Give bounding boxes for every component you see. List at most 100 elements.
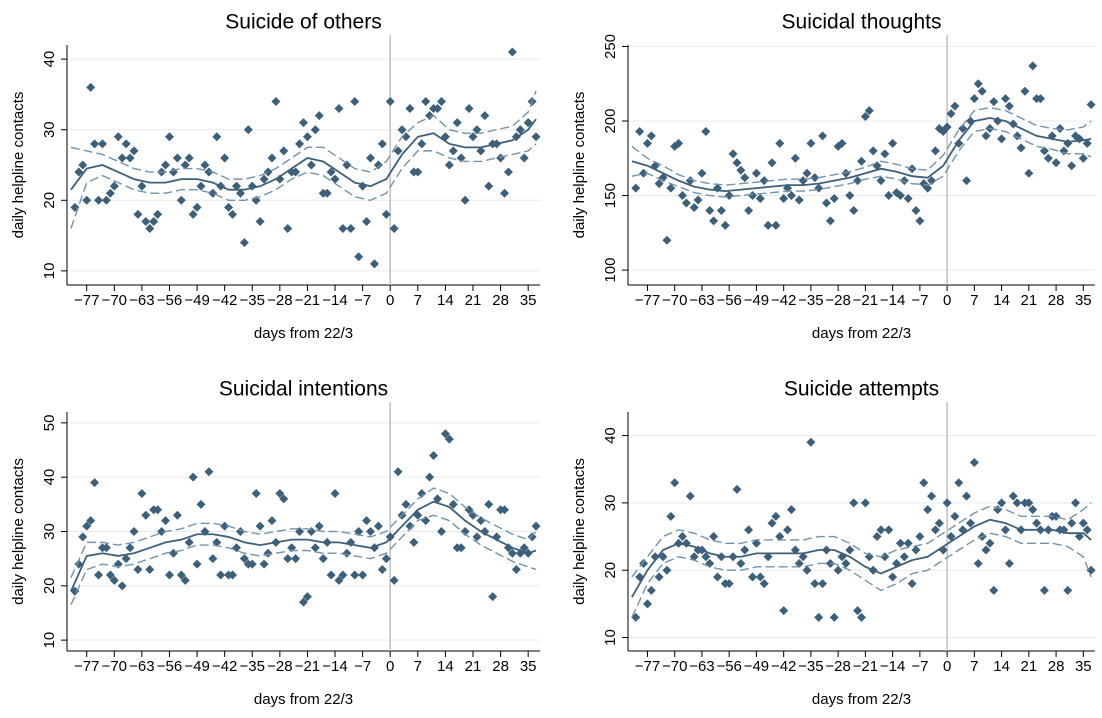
data-point — [732, 158, 742, 168]
data-point — [1000, 525, 1010, 535]
data-point — [137, 181, 147, 191]
data-point — [821, 198, 831, 208]
data-point — [468, 510, 478, 520]
data-point — [677, 191, 687, 201]
data-point — [786, 505, 796, 515]
data-point — [946, 532, 956, 542]
ci-upper — [70, 487, 537, 578]
data-point — [326, 167, 336, 177]
x-tick-label: 35 — [520, 292, 537, 309]
data-point — [818, 131, 828, 141]
data-point — [94, 195, 104, 205]
data-point — [381, 209, 391, 219]
x-tick-label: 21 — [465, 658, 482, 675]
data-point — [1067, 518, 1077, 528]
data-point — [405, 521, 415, 531]
data-point — [853, 176, 863, 186]
data-point — [767, 518, 777, 528]
data-point — [511, 565, 521, 575]
data-point — [810, 579, 820, 589]
data-point — [267, 516, 277, 526]
data-point — [393, 146, 403, 156]
data-point — [373, 521, 383, 531]
x-tick-label: −70 — [662, 292, 687, 309]
data-point — [172, 510, 182, 520]
data-point — [172, 153, 182, 163]
data-point — [934, 518, 944, 528]
data-point — [231, 181, 241, 191]
data-point — [468, 132, 478, 142]
data-point — [895, 538, 905, 548]
data-point — [141, 216, 151, 226]
x-tick-label: −14 — [322, 292, 347, 309]
data-point — [845, 545, 855, 555]
data-point — [204, 167, 214, 177]
x-tick-label: 35 — [1075, 292, 1092, 309]
data-point — [523, 118, 533, 128]
x-tick-label: 14 — [437, 292, 454, 309]
data-point — [642, 599, 652, 609]
data-point — [666, 183, 676, 193]
data-point — [1036, 94, 1046, 104]
data-point — [654, 179, 664, 189]
data-point — [771, 511, 781, 521]
data-point — [74, 559, 84, 569]
data-point — [121, 139, 131, 149]
data-point — [176, 195, 186, 205]
data-point — [818, 579, 828, 589]
data-point — [460, 195, 470, 205]
data-point — [837, 138, 847, 148]
data-point — [1024, 168, 1034, 178]
data-point — [670, 478, 680, 488]
data-point — [814, 612, 824, 622]
data-point — [389, 575, 399, 585]
data-point — [950, 101, 960, 111]
data-point — [330, 488, 340, 498]
data-point — [377, 565, 387, 575]
data-point — [275, 174, 285, 184]
data-point — [841, 558, 851, 568]
data-point — [220, 521, 230, 531]
data-point — [251, 488, 261, 498]
x-tick-label: −56 — [157, 292, 182, 309]
data-point — [342, 548, 352, 558]
data-point — [744, 525, 754, 535]
y-tick-label: 40 — [41, 51, 58, 68]
data-point — [314, 521, 324, 531]
data-point — [196, 499, 206, 509]
data-point — [330, 174, 340, 184]
fit-line — [70, 500, 537, 592]
x-tick-label: 28 — [1048, 658, 1065, 675]
data-point — [989, 97, 999, 107]
data-point — [1071, 498, 1081, 508]
data-point — [78, 160, 88, 170]
y-tick-label: 30 — [41, 121, 58, 138]
x-tick-label: −56 — [716, 658, 741, 675]
data-point — [322, 188, 332, 198]
data-point — [923, 183, 933, 193]
x-tick-label: −77 — [74, 658, 99, 675]
data-point — [915, 532, 925, 542]
x-tick-label: −63 — [129, 658, 154, 675]
data-point — [346, 224, 356, 234]
x-tick-label: 7 — [414, 658, 422, 675]
data-point — [141, 510, 151, 520]
data-point — [1082, 138, 1092, 148]
data-point — [129, 527, 139, 536]
data-point — [188, 472, 198, 482]
data-point — [448, 146, 458, 156]
data-point — [899, 552, 909, 562]
data-point — [220, 153, 230, 163]
y-tick-label: 10 — [41, 632, 58, 649]
data-point — [736, 165, 746, 175]
data-point — [180, 160, 190, 170]
x-tick-label: −7 — [911, 658, 928, 675]
data-point — [927, 176, 937, 186]
data-point — [849, 205, 859, 215]
data-point — [639, 168, 649, 178]
data-point — [212, 132, 222, 142]
data-point — [763, 552, 773, 562]
data-point — [759, 579, 769, 589]
data-point — [798, 552, 808, 562]
